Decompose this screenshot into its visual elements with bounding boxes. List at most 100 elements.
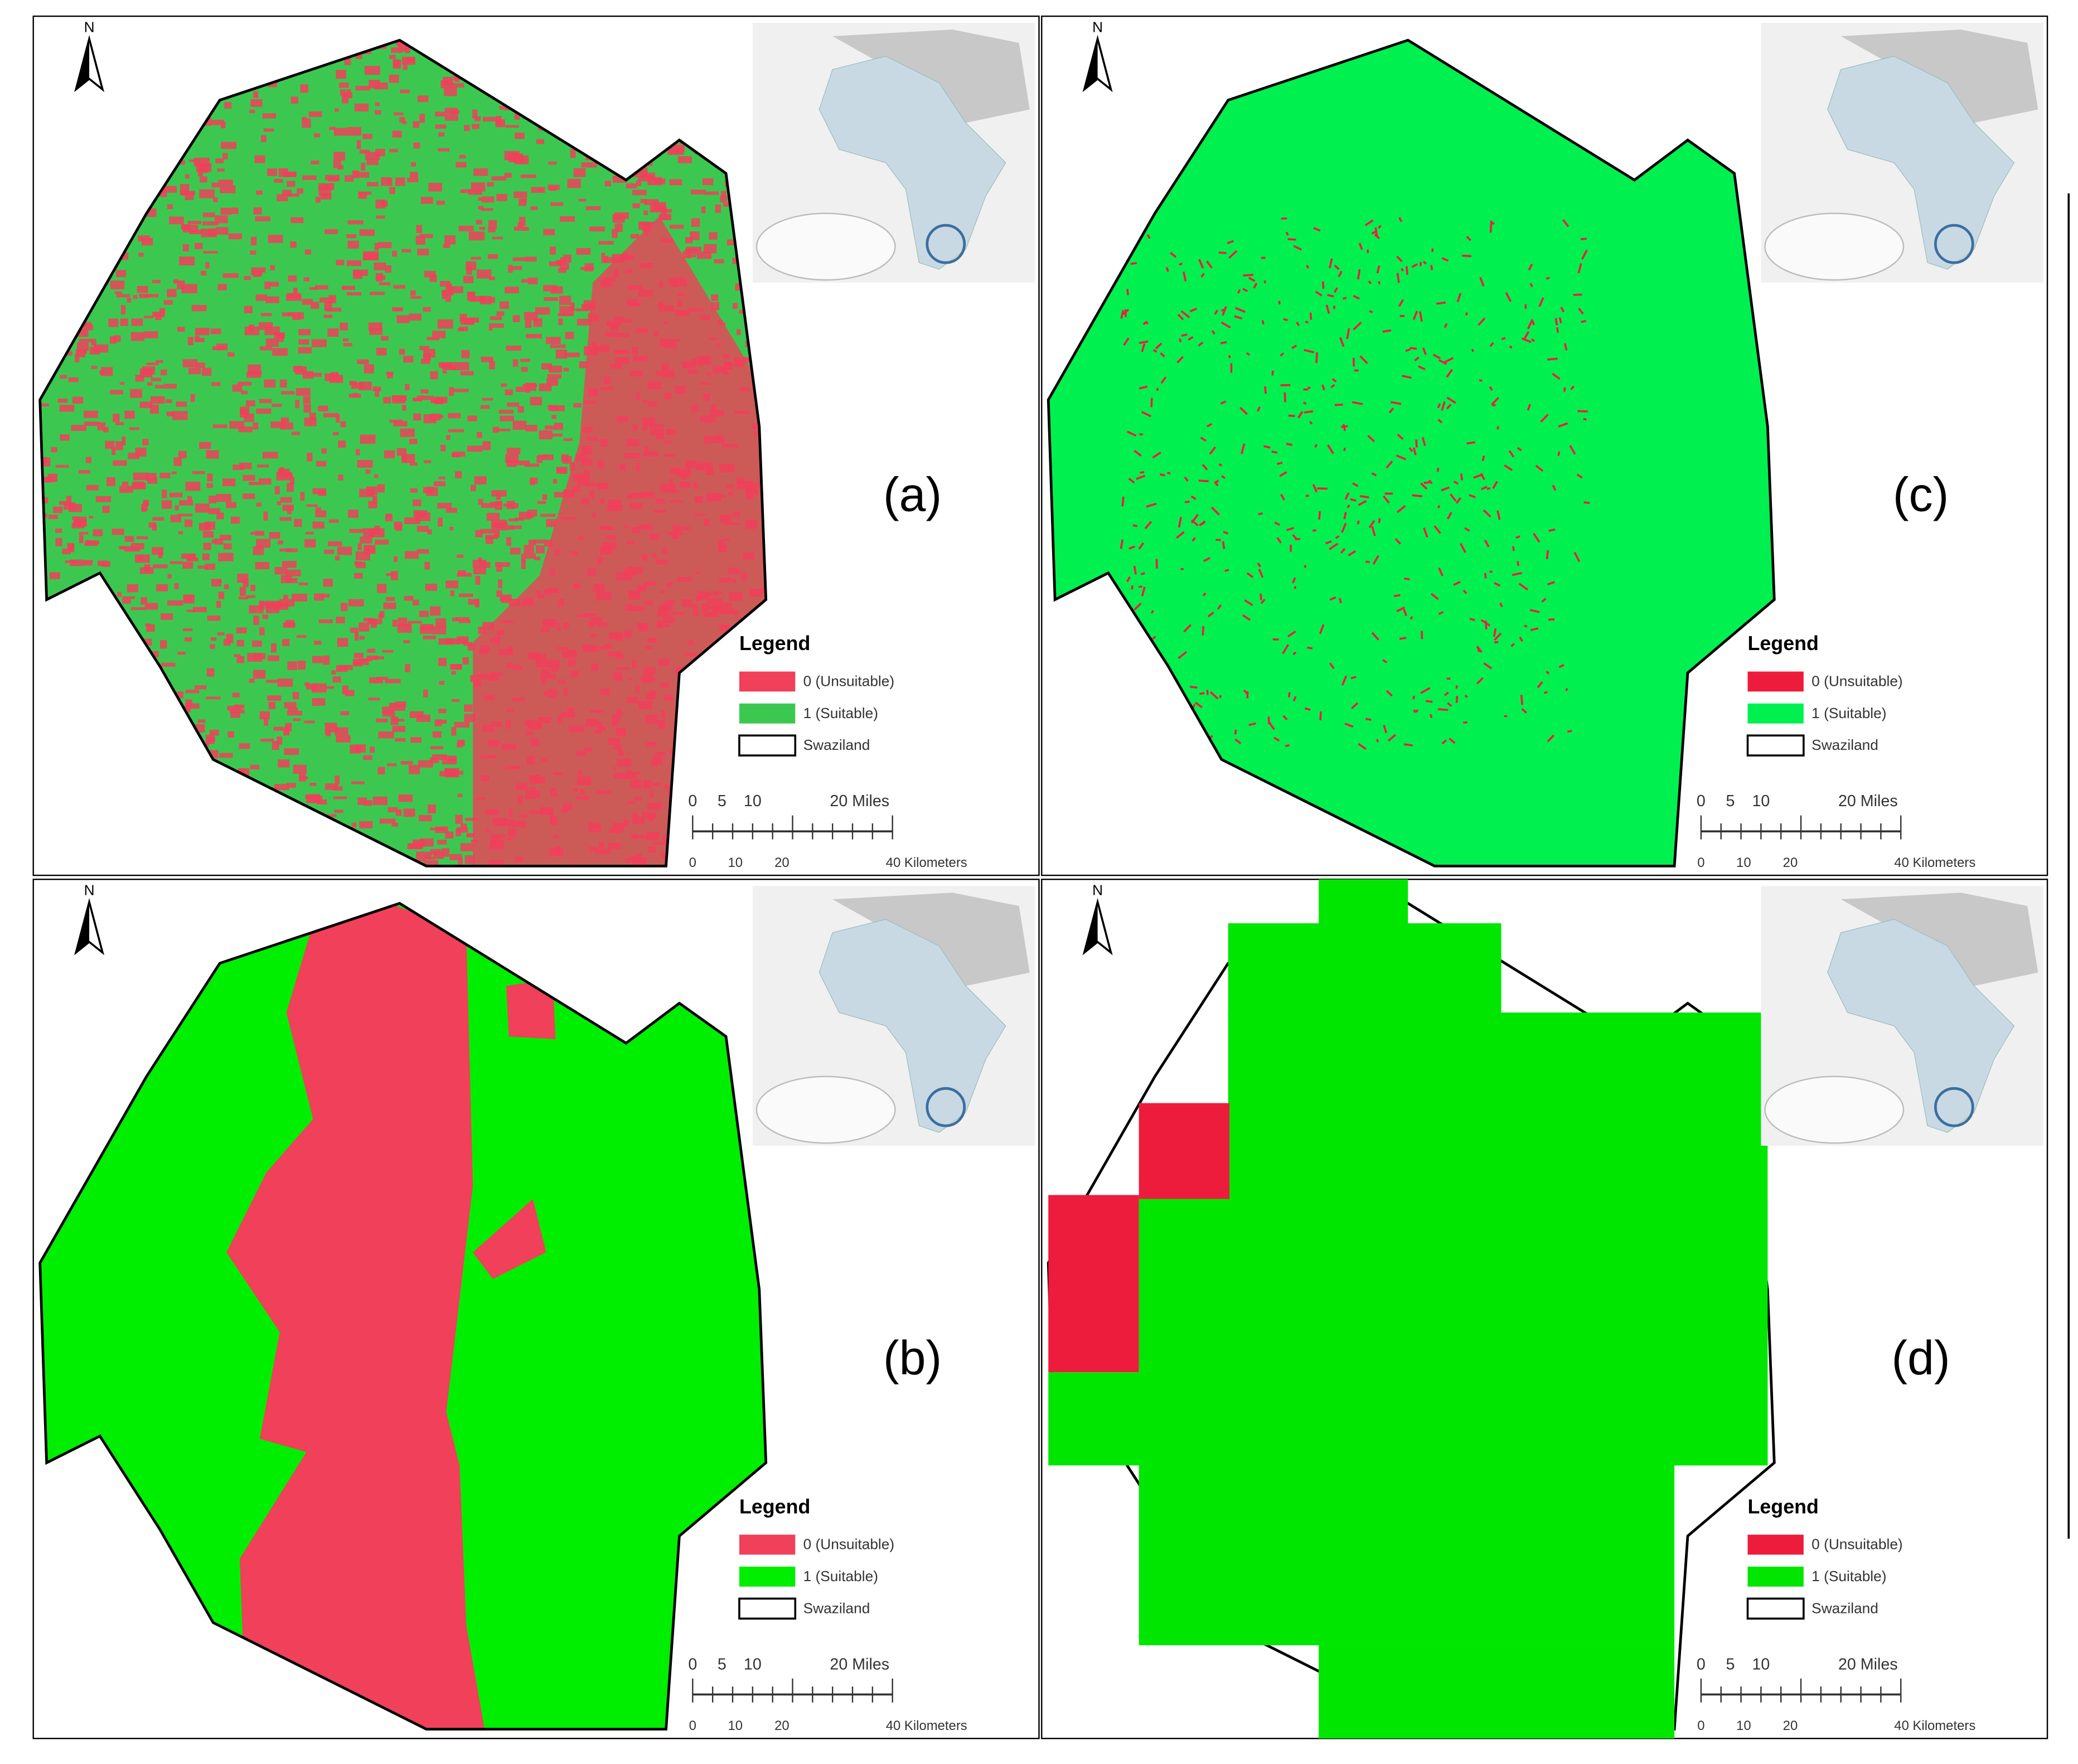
unsuitable-cell	[1540, 414, 1549, 423]
unsuitable-cell	[1202, 464, 1208, 471]
unsuitable-cell	[434, 399, 443, 404]
unsuitable-cell	[244, 275, 251, 280]
unsuitable-cell	[669, 225, 684, 229]
unsuitable-cell	[478, 499, 483, 505]
unsuitable-cell	[553, 479, 558, 484]
unsuitable-cell	[389, 74, 399, 83]
unsuitable-cell	[203, 251, 218, 254]
unsuitable-cell	[306, 684, 318, 690]
unsuitable-cell	[1128, 477, 1135, 484]
location-circle	[926, 224, 966, 264]
unsuitable-cell	[1494, 632, 1502, 641]
unsuitable-cell	[1359, 495, 1369, 498]
unsuitable-cell	[197, 169, 203, 177]
legend-swatch	[738, 734, 797, 757]
unsuitable-cell	[516, 461, 530, 466]
unsuitable-cell	[720, 195, 728, 202]
unsuitable-cell	[573, 403, 582, 408]
unsuitable-cell	[1207, 612, 1214, 618]
unsuitable-cell	[1563, 387, 1566, 392]
unsuitable-cell	[426, 487, 438, 496]
unsuitable-cell	[152, 517, 164, 521]
unsuitable-cell	[1330, 384, 1335, 389]
unsuitable-cell	[603, 255, 608, 263]
unsuitable-cell	[521, 279, 529, 283]
unsuitable-cell	[155, 313, 162, 321]
unsuitable-cell	[669, 179, 682, 186]
unsuitable-cell	[440, 80, 451, 89]
unsuitable-cell	[226, 633, 234, 643]
unsuitable-cell	[1412, 695, 1415, 700]
unsuitable-cell	[318, 183, 335, 190]
unsuitable-cell	[1527, 319, 1534, 329]
unsuitable-cell	[338, 474, 343, 481]
unsuitable-cell	[324, 229, 338, 234]
unsuitable-cell	[1203, 557, 1210, 563]
unsuitable-cell	[410, 737, 422, 743]
unsuitable-cell	[60, 434, 70, 441]
unsuitable-cell	[500, 415, 514, 421]
unsuitable-cell	[1408, 447, 1413, 452]
unsuitable-cell	[215, 158, 224, 163]
unsuitable-cell	[239, 743, 250, 749]
unsuitable-cell	[167, 600, 183, 606]
unsuitable-cell	[287, 181, 296, 187]
unsuitable-cell	[584, 307, 596, 311]
unsuitable-cell	[402, 120, 407, 124]
unsuitable-cell	[218, 553, 234, 561]
unsuitable-cell	[1304, 348, 1315, 353]
unsuitable-cell	[437, 502, 452, 509]
unsuitable-cell	[1227, 240, 1234, 244]
unsuitable-cell	[515, 386, 526, 392]
unsuitable-cell	[424, 270, 436, 278]
unsuitable-cell	[1277, 462, 1283, 466]
unsuitable-cell	[375, 102, 380, 106]
unsuitable-cell	[438, 362, 453, 368]
unsuitable-cell	[1489, 223, 1493, 233]
unsuitable-cell	[686, 246, 701, 251]
unsuitable-cell	[263, 511, 268, 521]
unsuitable-cell	[340, 89, 346, 96]
unsuitable-cell	[1444, 323, 1448, 328]
unsuitable-cell	[186, 703, 200, 709]
unsuitable-cell	[1573, 293, 1582, 296]
panel-label: (c)	[1893, 468, 1949, 522]
unsuitable-cell	[302, 117, 307, 120]
unsuitable-cell	[53, 506, 63, 513]
unsuitable-cell	[1489, 386, 1493, 391]
unsuitable-cell	[612, 229, 618, 238]
unsuitable-cell	[112, 414, 120, 422]
unsuitable-cell	[1220, 321, 1231, 329]
unsuitable-cell	[488, 220, 497, 229]
unsuitable-cell	[372, 386, 381, 391]
unsuitable-cell	[530, 480, 535, 486]
unsuitable-cell	[419, 114, 425, 123]
unsuitable-cell	[490, 316, 502, 321]
unsuitable-cell	[1382, 329, 1392, 333]
unsuitable-cell	[219, 535, 231, 541]
unsuitable-cell	[468, 190, 482, 195]
inset-africa	[1827, 56, 2015, 270]
unsuitable-cell	[434, 719, 442, 726]
unsuitable-cell	[197, 719, 206, 723]
unsuitable-cell	[207, 615, 221, 621]
unsuitable-cell	[528, 540, 536, 545]
unsuitable-cell	[489, 277, 495, 280]
unsuitable-cell	[410, 295, 422, 299]
unsuitable-cell	[476, 220, 483, 225]
unsuitable-cell	[397, 623, 412, 633]
unsuitable-cell	[1465, 312, 1468, 316]
unsuitable-cell	[496, 565, 502, 572]
unsuitable-cell	[1140, 571, 1145, 575]
unsuitable-cell	[77, 350, 86, 357]
unsuitable-cell	[208, 737, 216, 742]
unsuitable-cell	[338, 440, 346, 448]
unsuitable-cell	[1318, 511, 1321, 520]
unsuitable-cell	[1274, 521, 1280, 526]
unsuitable-cell	[274, 486, 280, 495]
unsuitable-cell	[510, 547, 521, 555]
unsuitable-cell	[167, 204, 173, 210]
unsuitable-cell	[222, 153, 228, 159]
unsuitable-cell	[264, 282, 271, 289]
unsuitable-cell	[297, 312, 304, 319]
